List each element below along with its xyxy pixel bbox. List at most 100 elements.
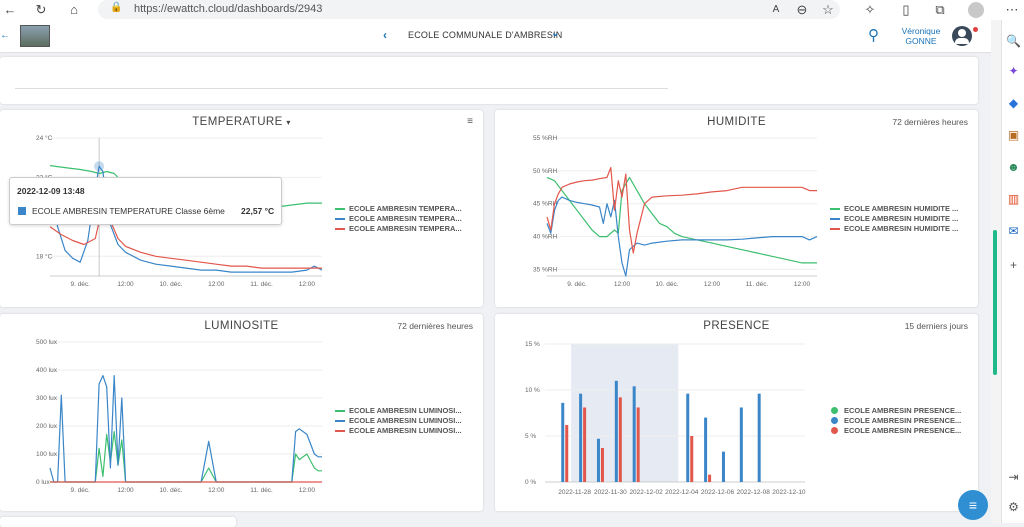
legend-item[interactable]: ECOLE AMBRESIN LUMINOSI...: [335, 406, 462, 416]
x-tick-label: 12:00: [704, 281, 721, 288]
menu-button[interactable]: ≡: [958, 490, 988, 520]
legend-item[interactable]: ECOLE AMBRESIN PRESENCE...: [830, 426, 961, 436]
series-line-1: [546, 176, 817, 264]
presence-panel: PRESENCE 15 derniers jours 15 % 10 % 5 % 0 …: [495, 314, 978, 511]
x-tick-label: 2022-12-10: [772, 489, 806, 496]
legend-item[interactable]: ECOLE AMBRESIN PRESENCE...: [830, 406, 961, 416]
x-tick-label: 2022-12-08: [737, 489, 771, 496]
add-icon[interactable]: +: [1009, 258, 1017, 272]
temperature-legend: ECOLE AMBRESIN TEMPERA... ECOLE AMBRESIN…: [335, 204, 462, 234]
back-icon[interactable]: ←: [3, 2, 17, 17]
bar-2: [721, 451, 725, 482]
bar-3: [583, 407, 587, 482]
series-line-1: [50, 430, 322, 483]
caret-down-icon[interactable]: ▾: [286, 118, 291, 127]
bar-2: [686, 393, 690, 482]
y-tick-label: 55 %RH: [533, 135, 558, 142]
top-panel: [0, 57, 978, 104]
x-tick-label: 11. déc.: [250, 281, 273, 288]
series-line-2: [49, 165, 323, 273]
legend-item[interactable]: ECOLE AMBRESIN TEMPERA...: [335, 204, 462, 214]
scrollbar-thumb[interactable]: [993, 230, 997, 375]
humidite-panel: HUMIDITE 72 dernières heures 55 %RH 50 %R…: [495, 110, 978, 307]
user-first-name: Véronique: [901, 26, 941, 36]
people-icon[interactable]: ☻: [1007, 160, 1020, 174]
copilot-icon[interactable]: ✦: [1008, 64, 1019, 78]
humidite-legend: ECOLE AMBRESIN HUMIDITE ... ECOLE AMBRES…: [830, 204, 958, 234]
x-tick-label: 12:00: [794, 281, 811, 288]
extensions-icon[interactable]: ✧: [864, 2, 876, 17]
humidite-subtitle: 72 dernières heures: [892, 117, 968, 127]
series-line-2: [49, 374, 322, 483]
y-tick-label: 18 °C: [36, 252, 53, 260]
bar-3: [618, 397, 622, 482]
menu-icon: ≡: [968, 497, 978, 513]
toolbox-icon[interactable]: ▣: [1007, 128, 1020, 142]
site-selector[interactable]: ECOLE COMMUNALE D'AMBRESIN: [408, 30, 563, 40]
x-tick-label: 12:00: [117, 487, 134, 494]
bar-3: [600, 447, 604, 482]
collections-icon[interactable]: ⧉: [935, 2, 945, 17]
user-name[interactable]: Véronique GONNE: [893, 26, 949, 46]
luminosite-subtitle: 72 dernières heures: [397, 321, 473, 331]
reload-icon[interactable]: ↻: [35, 2, 47, 17]
y-tick-label: 10 %: [525, 387, 540, 394]
favorite-icon[interactable]: ☆: [822, 2, 834, 17]
bar-3: [690, 436, 694, 482]
legend-item[interactable]: ECOLE AMBRESIN HUMIDITE ...: [830, 224, 958, 234]
y-tick-label: 35 %RH: [533, 266, 558, 273]
tag-icon[interactable]: ◆: [1008, 96, 1019, 110]
presence-chart[interactable]: 15 %10 %5 %0 %2022-11-28 2022-11-30 2022-1…: [495, 314, 978, 511]
back-arrow-icon[interactable]: ←: [0, 30, 10, 41]
legend-item[interactable]: ECOLE AMBRESIN PRESENCE...: [830, 416, 961, 426]
humidite-chart[interactable]: 55 %RH 50 %RH 45 %RH 40 %RH 35 %RH 9. déc. 12:…: [495, 110, 978, 307]
y-tick-label: 0 %: [525, 479, 536, 486]
luminosite-chart[interactable]: 500 lux 400 lux 300 lux 200 lux 100 lux 0 lux…: [0, 314, 483, 511]
url-text: https://ewattch.cloud/dashboards/2943: [134, 3, 323, 15]
sidebar-toggle-icon[interactable]: ⇥: [1008, 470, 1019, 484]
bar-3: [636, 407, 640, 482]
split-screen-icon[interactable]: ▯: [902, 2, 910, 17]
series-line-3: [546, 166, 817, 254]
bar-2: [704, 417, 708, 482]
legend-item[interactable]: ECOLE AMBRESIN LUMINOSI...: [335, 416, 462, 426]
y-tick-label: 45 %RH: [533, 201, 558, 208]
bar-2: [757, 393, 761, 482]
legend-item[interactable]: ECOLE AMBRESIN TEMPERA...: [335, 224, 462, 234]
legend-item[interactable]: ECOLE AMBRESIN HUMIDITE ...: [830, 214, 958, 224]
read-aloud-icon[interactable]: A: [772, 4, 780, 15]
lock-icon[interactable]: 🔒: [110, 2, 123, 13]
x-tick-label: 12:00: [208, 281, 225, 288]
chevron-down-icon[interactable]: ⌄: [551, 28, 560, 39]
user-last-name: GONNE: [905, 36, 937, 46]
x-tick-label: 2022-12-04: [665, 489, 699, 496]
notification-dot: [973, 27, 978, 32]
outlook-icon[interactable]: ✉: [1008, 224, 1019, 238]
address-bar[interactable]: https://ewattch.cloud/dashboards/2943: [98, 0, 840, 19]
profile-icon[interactable]: [968, 2, 984, 18]
office-icon[interactable]: ▥: [1007, 192, 1020, 206]
more-icon[interactable]: ⋯: [1005, 2, 1019, 17]
legend-item[interactable]: ECOLE AMBRESIN LUMINOSI...: [335, 426, 462, 436]
x-tick-label: 9. déc.: [567, 281, 587, 288]
home-icon[interactable]: ⌂: [70, 2, 78, 17]
x-tick-label: 11. déc.: [746, 281, 769, 288]
x-tick-label: 10. déc.: [159, 281, 182, 288]
bar-3: [708, 474, 712, 482]
y-tick-label: 24 °C: [36, 134, 53, 142]
chevron-left-icon[interactable]: ‹: [383, 28, 387, 42]
zoom-icon[interactable]: ⊖: [796, 2, 808, 17]
legend-item[interactable]: ECOLE AMBRESIN HUMIDITE ...: [830, 204, 958, 214]
avatar[interactable]: [952, 26, 972, 46]
x-tick-label: 10. déc.: [159, 487, 182, 494]
y-tick-label: 15 %: [525, 341, 540, 348]
settings-icon[interactable]: ⚙: [1008, 500, 1019, 514]
y-tick-label: 40 %RH: [533, 234, 558, 241]
search-icon[interactable]: ⚲: [868, 27, 879, 44]
x-tick-label: 11. déc.: [250, 487, 273, 494]
legend-item[interactable]: ECOLE AMBRESIN TEMPERA...: [335, 214, 462, 224]
browser-sidebar: 🔍 ✦ ◆ ▣ ☻ ▥ ✉ + ⇥ ⚙: [1001, 20, 1024, 523]
search-icon[interactable]: 🔍: [1006, 34, 1021, 48]
menu-icon[interactable]: ≡: [467, 116, 473, 127]
panel-title[interactable]: TEMPERATURE ▾: [0, 116, 483, 128]
